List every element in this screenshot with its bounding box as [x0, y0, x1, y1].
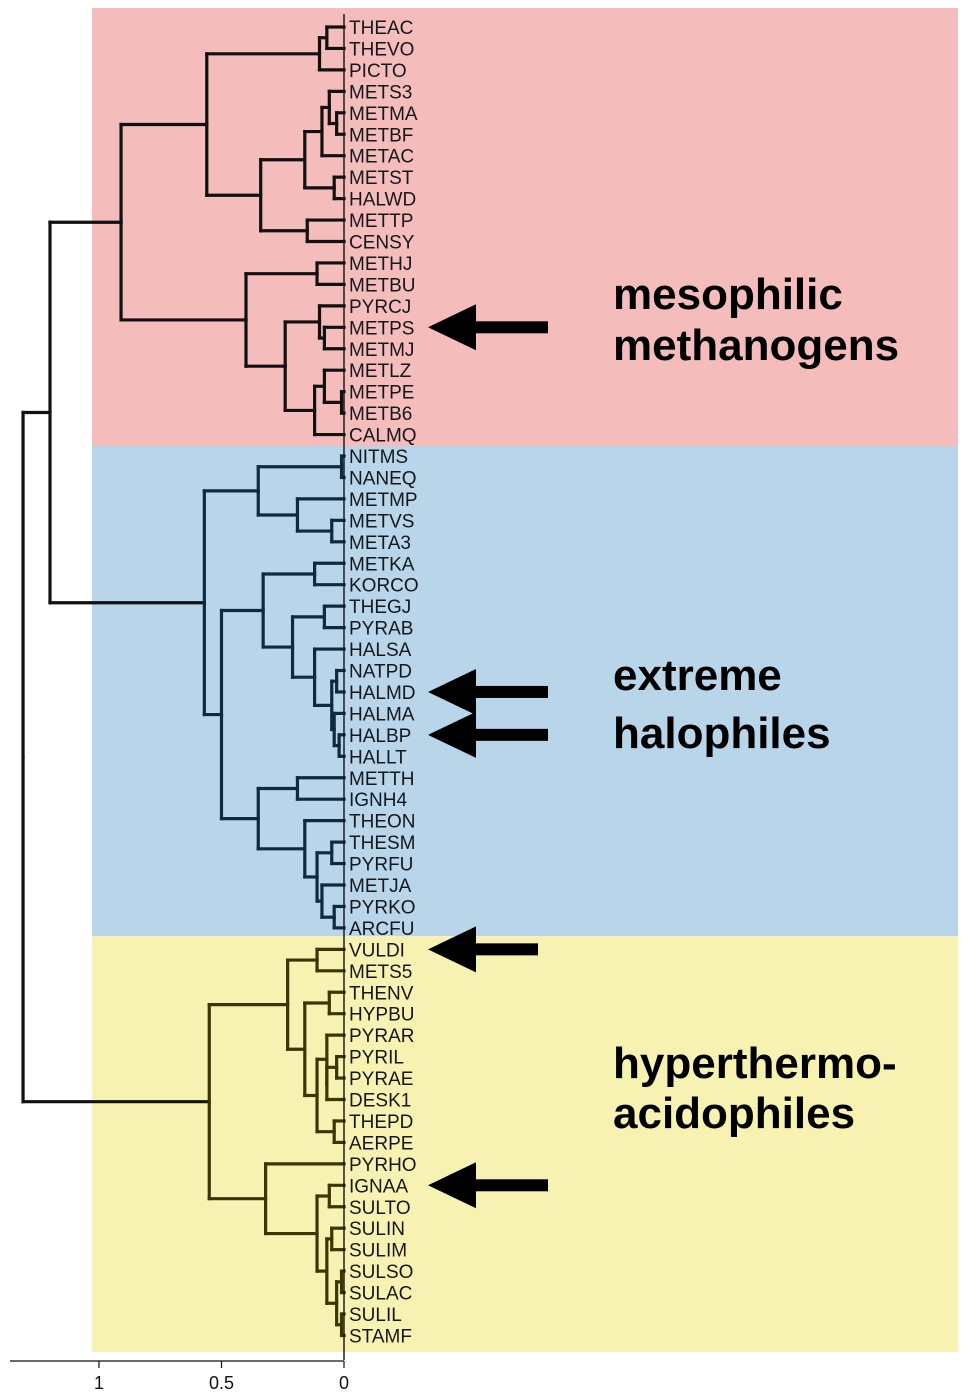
leaf-label-halmd: HALMD [349, 683, 416, 704]
arrow-shaft-halbp [474, 728, 548, 741]
group-label-halo-line2: halophiles [613, 709, 831, 758]
leaf-label-sulto: SULTO [349, 1198, 411, 1219]
clade-band-meso [92, 8, 958, 446]
leaf-label-pyril: PYRIL [349, 1048, 404, 1069]
leaf-label-stamf: STAMF [349, 1326, 412, 1347]
leaf-label-naneq: NANEQ [349, 468, 417, 489]
leaf-label-sulin: SULIN [349, 1219, 405, 1240]
leaf-label-mets5: METS5 [349, 962, 412, 983]
leaf-label-hypbu: HYPBU [349, 1005, 414, 1026]
tree-branches [21, 25, 346, 1338]
leaf-label-metlz: METLZ [349, 361, 412, 382]
arrow-shaft-metps [474, 321, 548, 334]
arrow-shaft-vuldi [474, 943, 538, 956]
axis-tick-label-1: 0.5 [209, 1373, 234, 1393]
leaf-label-sulil: SULIL [349, 1305, 402, 1326]
arrow-head-vuldi [428, 926, 476, 973]
leaf-label-mettp: METTP [349, 211, 413, 232]
group-label-hyper-line1: hyperthermo- [613, 1039, 897, 1088]
leaf-label-korco: KORCO [349, 576, 419, 597]
arrow-head-metps [428, 304, 476, 351]
leaf-label-pyrae: PYRAE [349, 1069, 413, 1090]
arrows [428, 304, 548, 1209]
leaf-label-picto: PICTO [349, 61, 407, 82]
leaf-label-thepd: THEPD [349, 1112, 413, 1133]
leaf-label-metma: METMA [349, 104, 418, 125]
leaf-label-pyrho: PYRHO [349, 1155, 417, 1176]
leaf-label-ignaa: IGNAA [349, 1176, 408, 1197]
leaf-label-halma: HALMA [349, 704, 415, 725]
leaf-label-arcfu: ARCFU [349, 919, 414, 940]
leaf-label-pyrar: PYRAR [349, 1026, 414, 1047]
axis-tick-label-2: 0 [339, 1373, 349, 1393]
leaf-label-metmj: METMJ [349, 340, 414, 361]
leaf-label-thevo: THEVO [349, 39, 414, 60]
leaf-label-metbf: METBF [349, 125, 413, 146]
leaf-label-thenv: THENV [349, 983, 414, 1004]
leaf-label-metka: METKA [349, 554, 415, 575]
leaf-label-metth: METTH [349, 769, 414, 790]
axis-tick-label-0: 1 [94, 1373, 104, 1393]
leaf-label-sulso: SULSO [349, 1262, 413, 1283]
leaf-label-halwd: HALWD [349, 190, 416, 211]
leaf-label-theon: THEON [349, 812, 416, 833]
leaf-label-desk1: DESK1 [349, 1091, 411, 1112]
clade-band-hyper [92, 936, 958, 1352]
leaf-labels: THEACTHEVOPICTOMETS3METMAMETBFMETACMETST… [349, 18, 419, 1347]
arrow-head-halbp [428, 711, 476, 758]
group-label-hyper-line2: acidophiles [613, 1089, 855, 1138]
leaf-label-thegj: THEGJ [349, 597, 411, 618]
leaf-label-metmp: METMP [349, 490, 418, 511]
distance-axis: 1 0.5 0 [10, 1360, 349, 1393]
leaf-label-vuldi: VULDI [349, 940, 405, 961]
leaf-label-pyrcj: PYRCJ [349, 297, 411, 318]
leaf-label-metvs: METVS [349, 511, 414, 532]
leaf-label-aerpe: AERPE [349, 1133, 413, 1154]
group-label-meso-line1: mesophilic [613, 270, 843, 319]
leaf-label-thesm: THESM [349, 833, 416, 854]
arrow-head-ignaa [428, 1162, 476, 1209]
arrow-shaft-halmd [474, 685, 548, 698]
leaf-label-censy: CENSY [349, 233, 415, 254]
leaf-label-halbp: HALBP [349, 726, 411, 747]
leaf-label-meta3: META3 [349, 533, 411, 554]
leaf-label-sulac: SULAC [349, 1284, 412, 1305]
leaf-label-metbu: METBU [349, 275, 416, 296]
leaf-label-ignh4: IGNH4 [349, 790, 408, 811]
leaf-label-metps: METPS [349, 318, 414, 339]
leaf-label-metac: METAC [349, 147, 414, 168]
leaf-label-metpe: METPE [349, 383, 414, 404]
leaf-label-methj: METHJ [349, 254, 412, 275]
leaf-label-hallt: HALLT [349, 747, 407, 768]
leaf-label-halsa: HALSA [349, 640, 412, 661]
leaf-label-theac: THEAC [349, 18, 413, 39]
group-label-meso-line2: methanogens [613, 321, 899, 370]
arrow-head-halmd [428, 668, 476, 715]
leaf-label-metja: METJA [349, 876, 412, 897]
leaf-label-mets3: METS3 [349, 82, 412, 103]
leaf-label-natpd: NATPD [349, 662, 412, 683]
leaf-label-pyrko: PYRKO [349, 897, 416, 918]
leaf-label-pyrab: PYRAB [349, 619, 413, 640]
group-label-halo-line1: extreme [613, 651, 782, 700]
leaf-label-metb6: METB6 [349, 404, 412, 425]
leaf-label-metst: METST [349, 168, 414, 189]
arrow-shaft-ignaa [474, 1179, 548, 1192]
leaf-label-nitms: NITMS [349, 447, 408, 468]
leaf-label-calmq: CALMQ [349, 426, 417, 447]
leaf-label-pyrfu: PYRFU [349, 855, 413, 876]
leaf-label-sulim: SULIM [349, 1241, 407, 1262]
